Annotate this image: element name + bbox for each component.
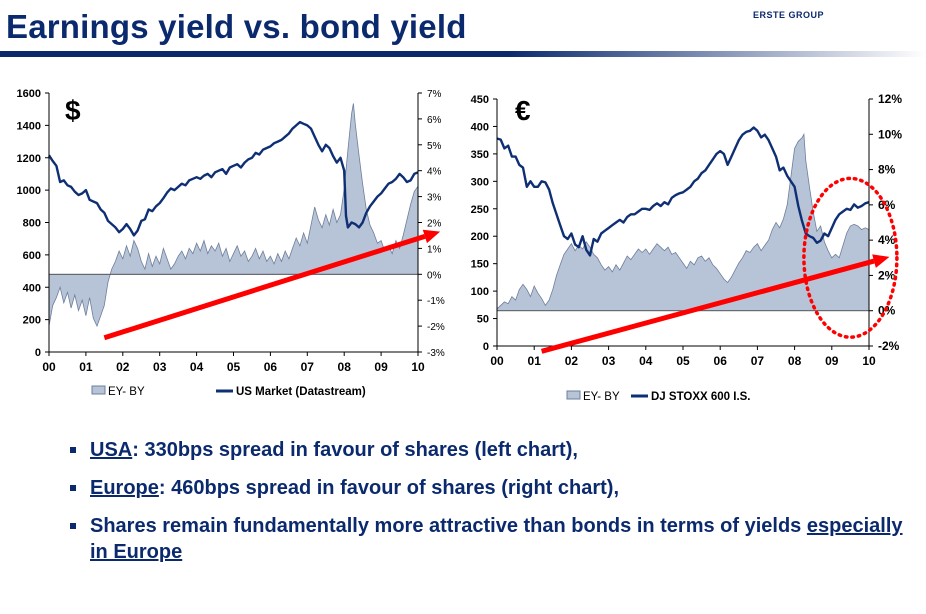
- bullet-conclusion-text: Shares remain fundamentally more attract…: [90, 515, 807, 537]
- left-tick-label: 50: [477, 314, 489, 326]
- x-tick-label: 01: [79, 360, 93, 374]
- left-tick-label: 300: [471, 176, 489, 188]
- x-tick-label: 02: [116, 360, 130, 374]
- legend-index-label: DJ STOXX 600 I.S.: [651, 391, 751, 403]
- right-tick-label: 4%: [878, 233, 896, 247]
- left-tick-label: 0: [35, 347, 41, 359]
- x-tick-label: 08: [788, 354, 802, 368]
- right-tick-label: 12%: [878, 92, 902, 106]
- ey-by-area: [496, 132, 870, 312]
- ey-by-area: [48, 103, 419, 328]
- bullet-list: USA: 330bps spread in favour of shares (…: [70, 437, 910, 577]
- x-tick-label: 06: [714, 354, 728, 368]
- left-tick-label: 600: [23, 250, 41, 262]
- title-rule: [0, 51, 926, 57]
- right-tick-label: 7%: [427, 89, 442, 100]
- left-tick-label: 200: [23, 315, 41, 327]
- currency-symbol: €: [515, 95, 531, 126]
- currency-symbol: $: [65, 95, 81, 126]
- highlight-ellipse: [802, 176, 899, 339]
- usa-chart: 02004006008001000120014001600-3%-2%-1%0%…: [17, 88, 445, 398]
- bullet-europe-lead: Europe: [90, 477, 159, 499]
- trend-arrow-head: [422, 229, 441, 244]
- x-tick-label: 00: [42, 360, 56, 374]
- bullet-europe: Europe: 460bps spread in favour of share…: [70, 475, 910, 501]
- index-line: [496, 126, 870, 257]
- left-tick-label: 1600: [17, 88, 41, 100]
- company-logo: ERSTE GROUP: [753, 10, 825, 20]
- trend-arrow: [103, 234, 426, 341]
- trend-arrow-head: [872, 254, 890, 268]
- x-tick-label: 00: [490, 354, 504, 368]
- bullet-marker: [70, 523, 76, 529]
- bullet-usa-lead: USA: [90, 439, 133, 461]
- left-tick-label: 400: [23, 282, 41, 294]
- x-tick-label: 09: [825, 354, 839, 368]
- right-tick-label: -2%: [878, 339, 900, 353]
- x-tick-label: 07: [301, 360, 315, 374]
- x-tick-label: 03: [602, 354, 616, 368]
- right-tick-label: 8%: [878, 163, 896, 177]
- x-tick-label: 04: [639, 354, 653, 368]
- left-tick-label: 150: [471, 259, 489, 271]
- right-tick-label: 2%: [878, 268, 896, 282]
- legend-ey-by-label: EY- BY: [583, 391, 620, 403]
- x-tick-label: 02: [565, 354, 579, 368]
- x-tick-label: 05: [676, 354, 690, 368]
- index-line: [47, 120, 419, 237]
- bullet-europe-text: : 460bps spread in favour of shares (rig…: [158, 477, 620, 499]
- trend-arrow: [540, 258, 875, 354]
- right-tick-label: 6%: [878, 198, 896, 212]
- page-title: Earnings yield vs. bond yield: [6, 8, 467, 45]
- right-tick-label: 5%: [427, 141, 442, 152]
- bullet-marker: [70, 485, 76, 491]
- bullet-usa-text: : 330bps spread in favour of shares (lef…: [132, 439, 578, 461]
- left-tick-label: 350: [471, 149, 489, 161]
- x-tick-label: 10: [411, 360, 425, 374]
- right-tick-label: 2%: [427, 219, 442, 230]
- right-tick-label: 4%: [427, 167, 442, 178]
- europe-chart: 050100150200250300350400450-2%0%2%4%6%8%…: [471, 92, 903, 403]
- right-tick-label: 3%: [427, 193, 442, 204]
- bullet-marker: [70, 447, 76, 453]
- left-tick-label: 100: [471, 286, 489, 298]
- x-tick-label: 08: [338, 360, 352, 374]
- x-tick-label: 07: [751, 354, 765, 368]
- right-tick-label: -3%: [427, 348, 445, 359]
- right-tick-label: -2%: [427, 322, 445, 333]
- x-tick-label: 06: [264, 360, 278, 374]
- left-tick-label: 200: [471, 231, 489, 243]
- right-tick-label: 0%: [427, 270, 442, 281]
- legend-ey-by-label: EY- BY: [108, 386, 145, 398]
- x-tick-label: 01: [528, 354, 542, 368]
- left-tick-label: 1200: [17, 153, 41, 165]
- left-tick-label: 1000: [17, 185, 41, 197]
- right-tick-label: 6%: [427, 115, 442, 126]
- x-tick-label: 04: [190, 360, 204, 374]
- right-tick-label: 10%: [878, 127, 902, 141]
- legend-area-swatch: [566, 390, 581, 400]
- x-tick-label: 05: [227, 360, 241, 374]
- left-tick-label: 400: [471, 121, 489, 133]
- legend-area-swatch: [91, 385, 106, 395]
- x-tick-label: 10: [862, 354, 876, 368]
- left-tick-label: 450: [471, 94, 489, 106]
- x-tick-label: 09: [374, 360, 388, 374]
- right-tick-label: 1%: [427, 244, 442, 255]
- bullet-conclusion-tail: especially in Europe: [90, 515, 903, 563]
- bullet-conclusion: Shares remain fundamentally more attract…: [70, 513, 910, 565]
- x-tick-label: 03: [153, 360, 167, 374]
- bullet-usa: USA: 330bps spread in favour of shares (…: [70, 437, 910, 463]
- right-tick-label: -1%: [427, 296, 445, 307]
- left-tick-label: 0: [483, 341, 489, 353]
- left-tick-label: 250: [471, 204, 489, 216]
- left-tick-label: 1400: [17, 120, 41, 132]
- left-tick-label: 800: [23, 218, 41, 230]
- legend-index-label: US Market (Datastream): [236, 386, 366, 398]
